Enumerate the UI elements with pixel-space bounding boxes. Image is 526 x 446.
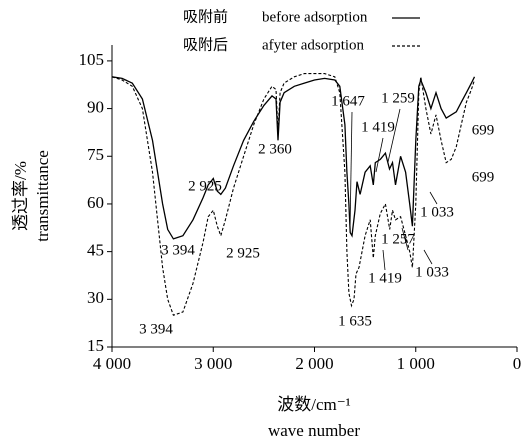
x-tick-label: 2 000: [295, 354, 333, 373]
leader-line: [429, 191, 438, 205]
series-line: [111, 73, 476, 316]
series-line: [111, 76, 476, 240]
leader-line: [401, 227, 409, 251]
peak-label: 1 419: [368, 270, 402, 286]
y-tick-label: 105: [79, 50, 105, 69]
peak-label: 1 033: [415, 264, 449, 280]
peak-label: 3 394: [139, 321, 173, 337]
legend-label: afyter adsorption: [262, 37, 365, 53]
y-axis-label-en: transmittance: [33, 150, 52, 242]
y-tick-label: 45: [87, 241, 104, 260]
legend-label: before adsorption: [262, 9, 368, 25]
peak-label: 1 419: [361, 119, 395, 135]
peak-label: 2 925: [226, 245, 260, 261]
peak-label: 699: [472, 122, 495, 138]
leader-line: [349, 111, 353, 233]
leader-line: [375, 137, 384, 173]
peak-label: 3 394: [161, 242, 195, 258]
y-tick-label: 75: [87, 145, 104, 164]
peak-label: 1 033: [420, 204, 454, 220]
leader-line: [387, 108, 401, 163]
peak-label: 699: [472, 169, 495, 185]
leader-line: [382, 249, 386, 271]
x-tick-label: 0: [513, 354, 522, 373]
leader-line: [423, 249, 433, 265]
y-tick-label: 60: [87, 193, 104, 212]
x-axis-label: 波数/cm⁻¹: [277, 395, 351, 414]
peak-label: 2 360: [258, 141, 292, 157]
x-tick-label: 1 000: [397, 354, 435, 373]
peak-label: 2 925: [188, 178, 222, 194]
peak-label: 1 647: [331, 93, 365, 109]
legend-label-cn: 吸附后: [183, 36, 228, 53]
peak-label: 1 635: [338, 313, 372, 329]
legend-label-cn: 吸附前: [183, 8, 228, 25]
y-tick-label: 90: [87, 97, 104, 116]
peak-label: 1 257: [381, 231, 415, 247]
x-tick-label: 4 000: [93, 354, 131, 373]
peak-label: 1 259: [381, 90, 415, 106]
y-tick-label: 30: [87, 288, 104, 307]
x-tick-label: 3 000: [194, 354, 232, 373]
x-axis-label-en: wave number: [268, 421, 360, 440]
y-axis-label: 透过率/%: [11, 161, 30, 231]
y-tick-label: 15: [87, 336, 104, 355]
